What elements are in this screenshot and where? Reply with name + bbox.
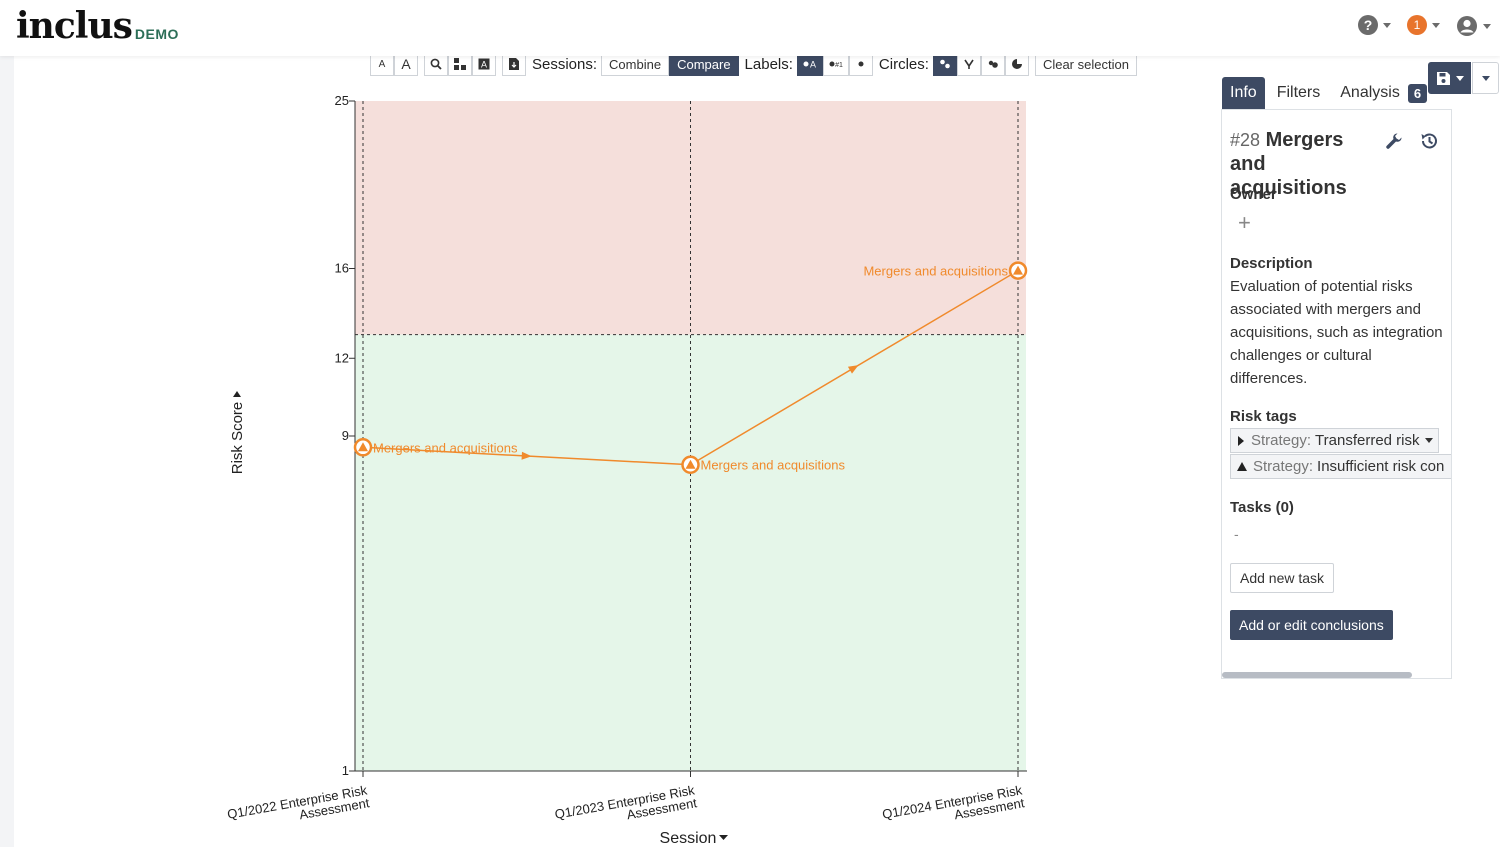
help-menu[interactable]: ? [1358, 15, 1391, 35]
add-owner-icon[interactable]: + [1238, 210, 1251, 235]
file-download-icon [509, 58, 519, 70]
dot-number-icon: #1 [829, 61, 843, 69]
save-button[interactable] [1428, 62, 1471, 94]
data-point: Mergers and acquisitions [863, 261, 1028, 280]
dot-label-icon: A [803, 60, 816, 70]
tag-value: Transferred risk [1315, 432, 1420, 449]
chevron-down-icon [1481, 75, 1490, 81]
help-icon: ? [1358, 15, 1378, 35]
pie-icon [1011, 59, 1022, 69]
tag-key: Strategy: [1251, 432, 1312, 449]
labels-label: Labels: [744, 55, 793, 73]
tag-value: Insufficient risk con [1317, 458, 1445, 475]
zoom-icon [430, 58, 442, 70]
logo-demo-badge: DEMO [134, 26, 179, 42]
layout-button[interactable] [448, 52, 472, 76]
chevron-down-icon [1424, 438, 1433, 443]
y-tick-label: 1 [342, 763, 349, 778]
wrench-icon[interactable] [1385, 132, 1403, 150]
info-panel: #28 Mergers and acquisitions Owner + Des… [1221, 109, 1452, 679]
text-box-icon: A [478, 58, 490, 70]
notifications-menu[interactable]: 1 [1407, 15, 1440, 35]
add-task-button[interactable]: Add new task [1230, 563, 1335, 593]
user-menu[interactable] [1456, 15, 1491, 37]
dot-icon [858, 61, 864, 67]
description-label: Description [1230, 255, 1313, 272]
data-point: Mergers and acquisitions [681, 455, 846, 474]
risk-name: Mergers and acquisitions [1230, 129, 1347, 199]
merge-icon [964, 59, 974, 69]
scatter-icon [940, 59, 950, 69]
risk-tag[interactable]: Strategy: Transferred risk [1230, 428, 1439, 453]
panel-tabs: Info Filters Analysis 6 [1222, 77, 1435, 109]
top-navbar: inclus DEMO ? 1 [0, 0, 1500, 56]
horizontal-scrollbar[interactable] [1222, 672, 1412, 678]
warning-icon [1237, 462, 1247, 471]
chart-toolbar: A A A Sessions: Combine Compare Labels: … [370, 52, 1137, 76]
warning-icon [685, 459, 696, 469]
app-logo[interactable]: inclus DEMO [16, 6, 179, 46]
description-text: Evaluation of potential risks associated… [1230, 278, 1443, 387]
user-icon [1457, 16, 1477, 36]
y-axis-label: Risk Score [229, 402, 246, 475]
tag-key: Strategy: [1253, 458, 1314, 475]
circles-label: Circles: [878, 55, 929, 73]
chevron-down-icon [1383, 22, 1391, 28]
risk-number: #28 [1230, 130, 1261, 150]
y-tick-label: 12 [335, 350, 349, 365]
risk-title: #28 Mergers and acquisitions [1230, 128, 1380, 200]
tab-analysis[interactable]: Analysis 6 [1332, 77, 1435, 109]
svg-text:#1: #1 [835, 62, 843, 69]
tab-filters[interactable]: Filters [1276, 84, 1321, 101]
chevron-down-icon [1455, 75, 1464, 81]
direction-arrow-icon [521, 451, 532, 460]
tab-info[interactable]: Info [1222, 77, 1265, 109]
caret-right-icon [1238, 435, 1244, 446]
more-options-button[interactable] [1472, 62, 1499, 94]
x-axis-caret-icon [719, 835, 728, 840]
warning-icon [1013, 265, 1023, 275]
data-point: Mergers and acquisitions [353, 438, 518, 457]
risk-tag[interactable]: Strategy: Insufficient risk con [1230, 454, 1451, 479]
tasks-empty: - [1234, 526, 1239, 542]
add-conclusions-button[interactable]: Add or edit conclusions [1230, 610, 1393, 640]
risk-score-chart[interactable]: 1 9 12 16 25 Risk Score Q1/2022 Enterprise Ris… [0, 0, 1200, 847]
y-tick-label: 9 [342, 428, 349, 443]
notification-badge: 1 [1407, 15, 1427, 35]
y-tick-label: 25 [335, 93, 349, 108]
analysis-count-badge: 6 [1407, 83, 1428, 103]
sessions-combine-button[interactable]: Combine [601, 52, 670, 76]
grid-icon [454, 58, 466, 70]
data-point-label: Mergers and acquisitions [863, 264, 1008, 279]
svg-text:A: A [810, 60, 816, 70]
direction-arrow-icon [847, 365, 859, 374]
y-tick-label: 16 [335, 261, 349, 276]
label-box-button[interactable]: A [472, 52, 496, 76]
tab-analysis-label: Analysis [1340, 84, 1400, 101]
y-axis-caret-icon [233, 391, 241, 397]
data-point-label: Mergers and acquisitions [373, 440, 518, 455]
x-axis-label: Session [660, 830, 717, 847]
svg-text:A: A [481, 60, 487, 70]
logo-text: inclus [16, 5, 133, 47]
sessions-label: Sessions: [532, 55, 598, 73]
save-icon [1436, 71, 1450, 85]
warning-icon [358, 442, 368, 452]
risk-tags-label: Risk tags [1230, 408, 1297, 425]
circles-pie-button[interactable] [1004, 52, 1029, 76]
data-point-label: Mergers and acquisitions [701, 458, 846, 473]
tasks-label: Tasks (0) [1230, 499, 1294, 516]
chevron-down-icon [1432, 22, 1440, 28]
overlap-icon [988, 60, 998, 68]
history-icon[interactable] [1419, 131, 1439, 151]
chevron-down-icon [1483, 23, 1491, 29]
owner-label: Owner [1230, 186, 1277, 203]
